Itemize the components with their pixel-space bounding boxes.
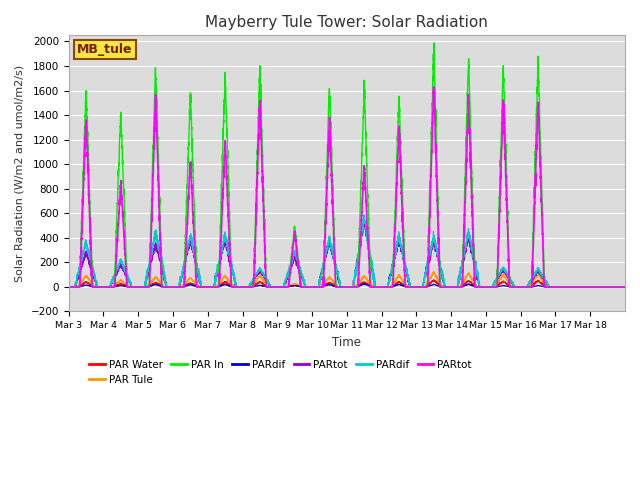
PARdif [541,284,549,289]
PARtot [65,284,72,290]
PAR In [527,284,534,289]
PAR In [65,284,72,289]
PAR In [180,276,188,282]
PARtot [367,284,375,290]
PARtot [527,284,534,290]
PAR In [367,284,375,289]
PARtot [500,103,508,108]
Line: PARdif: PARdif [68,284,625,287]
PARdif [180,261,188,267]
Line: PARtot: PARtot [68,220,625,287]
Title: Mayberry Tule Tower: Solar Radiation: Mayberry Tule Tower: Solar Radiation [205,15,488,30]
PAR In [397,160,405,166]
PAR Water [621,284,629,289]
PAR In [500,73,508,79]
PARtot [500,267,508,273]
PARtot [180,284,188,290]
PARtot [621,284,629,290]
PARdif [527,284,534,289]
Line: PAR Water: PAR Water [68,280,625,287]
PAR Tule [367,283,375,288]
PARtot [541,284,549,290]
Text: MB_tule: MB_tule [77,43,132,56]
PARdif [527,277,534,283]
PARdif [65,284,72,289]
PAR Tule [541,281,549,287]
PAR In [541,284,549,289]
PARdif [621,284,629,289]
PAR Water [180,283,188,289]
PARtot [360,217,367,223]
Y-axis label: Solar Radiation (W/m2 and umol/m2/s): Solar Radiation (W/m2 and umol/m2/s) [15,65,25,282]
PARtot [429,84,437,90]
PAR Water [527,284,534,289]
PAR Tule [527,282,534,288]
PARdif [541,278,549,284]
PARdif [180,284,188,289]
PARtot [527,278,534,284]
PARtot [397,183,405,189]
PAR Tule [430,269,438,275]
PARdif [65,284,72,289]
Legend: PAR Water, PAR Tule, PAR In, PARdif, PARtot, PARdif, PARtot: PAR Water, PAR Tule, PAR In, PARdif, PAR… [85,355,476,389]
PARdif [397,282,405,288]
PAR Tule [65,284,72,289]
PAR Water [397,280,405,286]
PARtot [180,265,188,271]
PARtot [397,246,405,252]
PAR In [430,40,438,46]
PARdif [360,212,368,217]
PARtot [541,277,549,283]
PARdif [368,284,376,289]
PAR Water [65,284,72,289]
PARdif [368,258,376,264]
PAR Water [541,284,549,289]
PAR Tule [397,275,405,281]
PAR Tule [621,284,629,289]
PARtot [65,284,72,289]
Line: PAR In: PAR In [68,43,625,287]
PARdif [397,242,405,248]
PAR Tule [180,281,188,287]
Line: PARtot: PARtot [68,87,625,287]
PAR Water [429,277,437,283]
Line: PARdif: PARdif [68,215,625,287]
PARtot [368,259,376,264]
Line: PAR Tule: PAR Tule [68,272,625,287]
PAR In [621,284,629,289]
PARdif [621,284,629,289]
PARdif [360,281,368,287]
PAR Water [500,278,508,284]
PAR Water [367,284,375,289]
PARdif [500,265,508,271]
PARtot [621,284,629,289]
PARdif [500,283,508,288]
PAR Tule [500,273,508,278]
X-axis label: Time: Time [332,336,362,348]
